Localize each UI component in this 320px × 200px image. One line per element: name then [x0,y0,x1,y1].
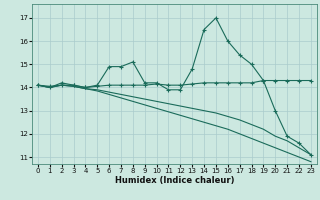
X-axis label: Humidex (Indice chaleur): Humidex (Indice chaleur) [115,176,234,185]
